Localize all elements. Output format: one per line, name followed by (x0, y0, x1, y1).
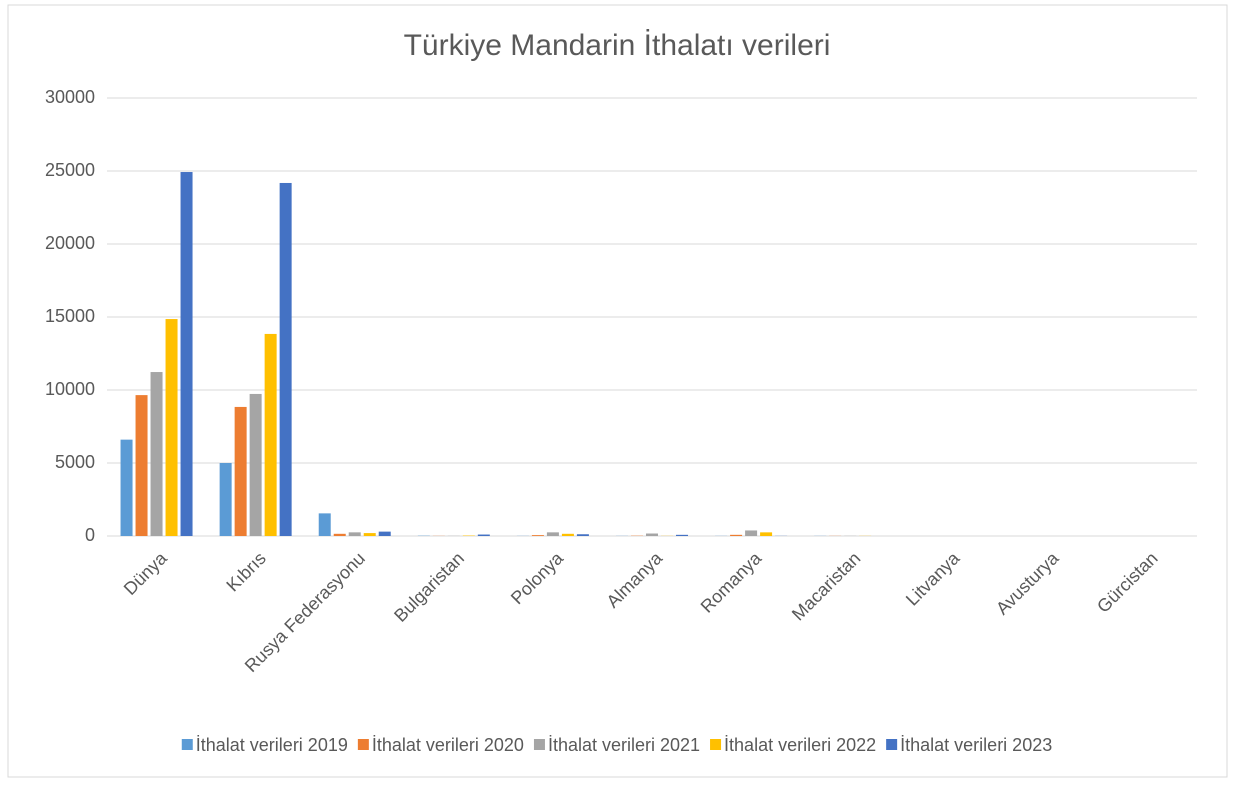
bar (730, 534, 743, 536)
bar (264, 333, 277, 536)
legend-swatch (886, 739, 898, 750)
y-tick-label: 15000 (45, 306, 95, 326)
bar (333, 533, 346, 536)
chart-border (7, 4, 1228, 778)
legend-swatch (181, 739, 193, 750)
bar (135, 395, 148, 536)
legend-label: İthalat verileri 2023 (900, 735, 1052, 755)
bar (279, 182, 292, 537)
bar (676, 534, 688, 536)
y-tick-label: 0 (85, 525, 95, 545)
bar (378, 531, 391, 536)
legend-label: İthalat verileri 2022 (724, 735, 876, 755)
legend-swatch (710, 739, 722, 750)
bar (150, 372, 163, 536)
bar (165, 319, 178, 536)
bar (249, 393, 262, 536)
y-tick-label: 25000 (45, 160, 95, 180)
bar (318, 513, 331, 536)
legend-swatch (533, 739, 545, 750)
y-tick-label: 10000 (45, 379, 95, 399)
bar (120, 439, 133, 536)
legend-swatch (357, 739, 369, 750)
bar (363, 533, 376, 536)
bar (745, 530, 758, 536)
bar (576, 534, 589, 536)
legend-label: İthalat verileri 2019 (196, 735, 348, 755)
legend-label: İthalat verileri 2020 (372, 735, 524, 755)
y-tick-label: 30000 (45, 87, 95, 107)
legend-label: İthalat verileri 2021 (548, 735, 700, 755)
bar (219, 463, 232, 536)
bar (180, 172, 193, 536)
chart-title: Türkiye Mandarin İthalatı verileri (404, 29, 831, 62)
bar (561, 533, 574, 536)
bar (646, 533, 658, 536)
bar (477, 534, 490, 536)
y-tick-label: 5000 (55, 452, 95, 472)
y-tick-label: 20000 (45, 233, 95, 253)
bar (760, 532, 773, 536)
bar (348, 532, 361, 536)
bar (546, 532, 559, 536)
bar (531, 535, 544, 536)
bar (234, 406, 247, 536)
